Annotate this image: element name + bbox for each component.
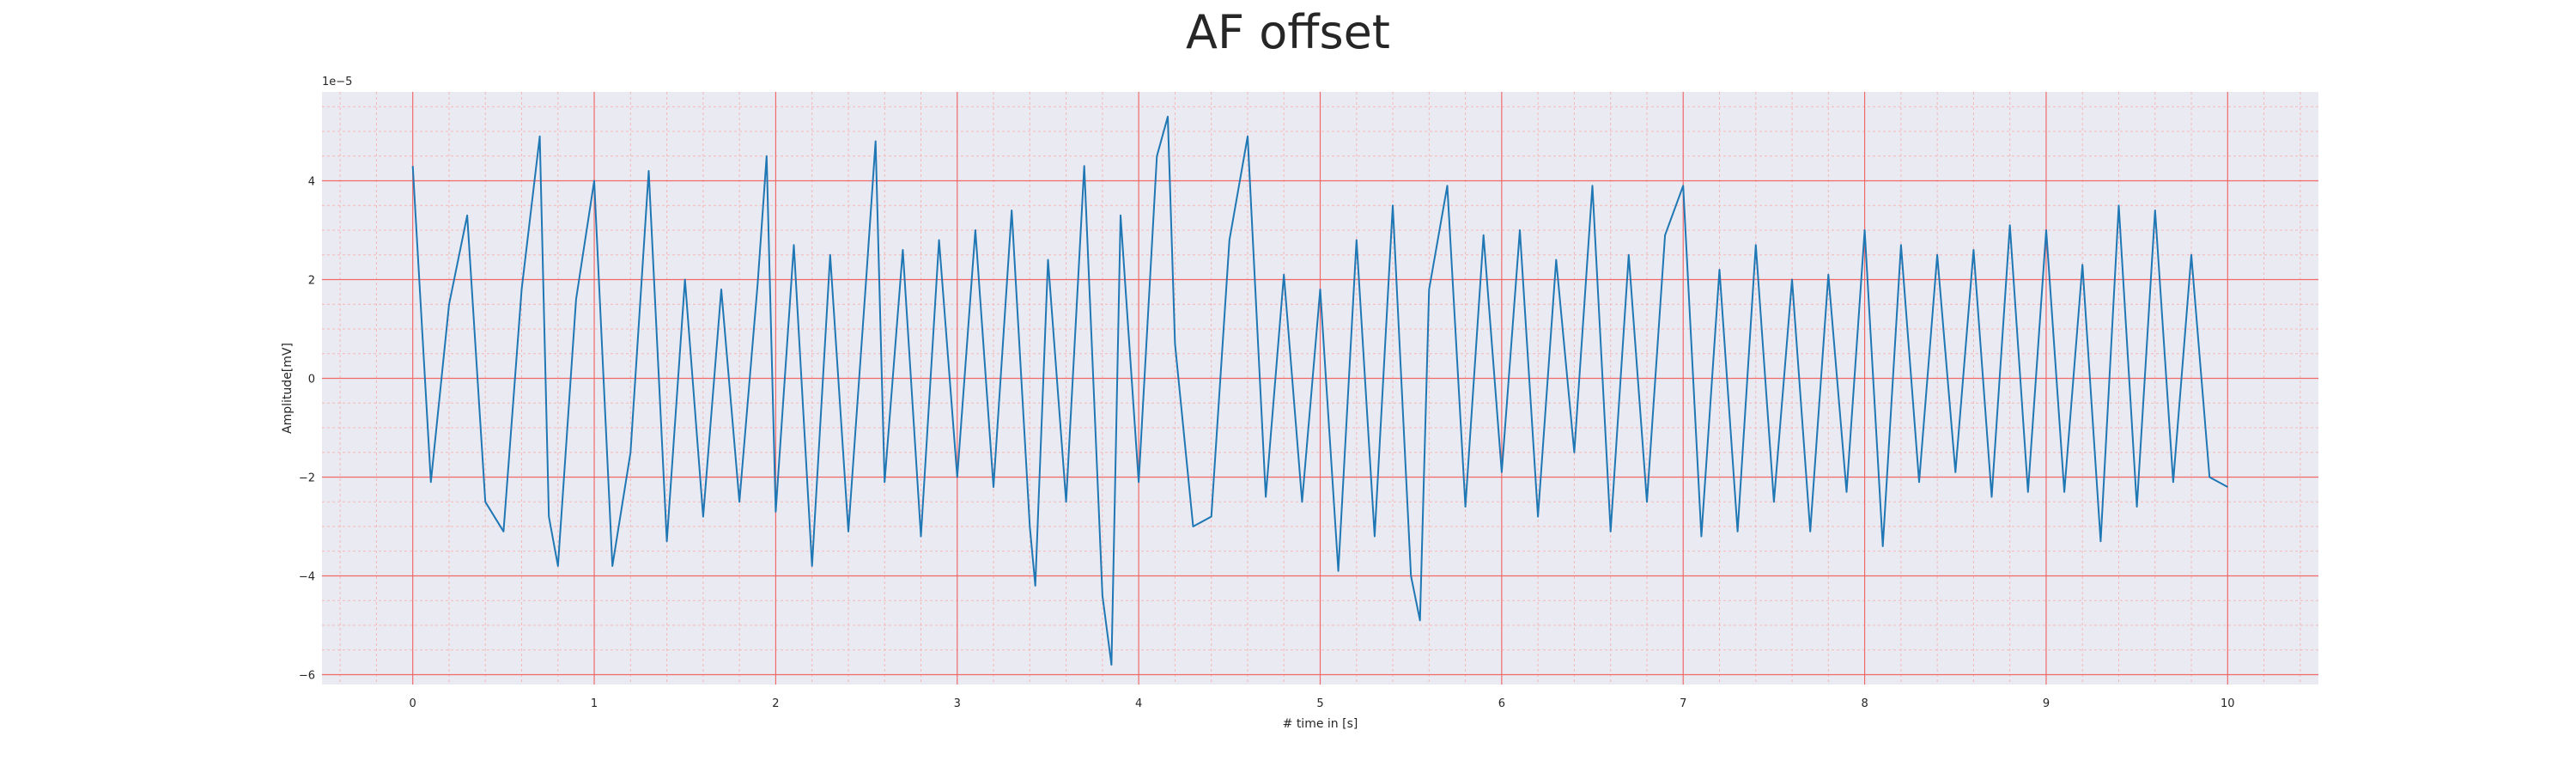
x-tick-label: 5 xyxy=(1316,697,1323,710)
y-axis-offset-label: 1e−5 xyxy=(322,76,352,88)
x-tick-label: 3 xyxy=(954,697,961,710)
series-line xyxy=(411,115,2228,666)
x-tick-label: 9 xyxy=(2043,697,2050,710)
x-tick-label: 7 xyxy=(1680,697,1686,710)
y-tick-label: 2 xyxy=(308,275,315,288)
x-tick-label: 1 xyxy=(591,697,598,710)
y-axis-label: Amplitude[mV] xyxy=(281,343,295,434)
y-tick-label: −6 xyxy=(299,670,315,683)
x-tick-label: 6 xyxy=(1498,697,1505,710)
x-axis-ticks: 0 1 2 3 4 5 6 7 8 9 10 xyxy=(410,697,2235,710)
x-tick-label: 0 xyxy=(410,697,416,710)
x-tick-label: 4 xyxy=(1135,697,1142,710)
y-tick-label: −4 xyxy=(299,571,315,584)
x-tick-label: 2 xyxy=(772,697,779,710)
x-tick-label: 10 xyxy=(2221,697,2235,710)
chart-title: AF offset xyxy=(1186,5,1390,59)
minor-grid xyxy=(322,92,2318,685)
y-tick-label: 4 xyxy=(308,176,315,189)
x-axis-label: # time in [s] xyxy=(1283,717,1358,731)
y-axis-ticks: −6 −4 −2 0 2 4 xyxy=(299,176,315,683)
series-layer xyxy=(411,115,2228,666)
x-tick-label: 8 xyxy=(1861,697,1868,710)
y-tick-label: −2 xyxy=(299,472,315,485)
y-tick-label: 0 xyxy=(308,374,315,386)
